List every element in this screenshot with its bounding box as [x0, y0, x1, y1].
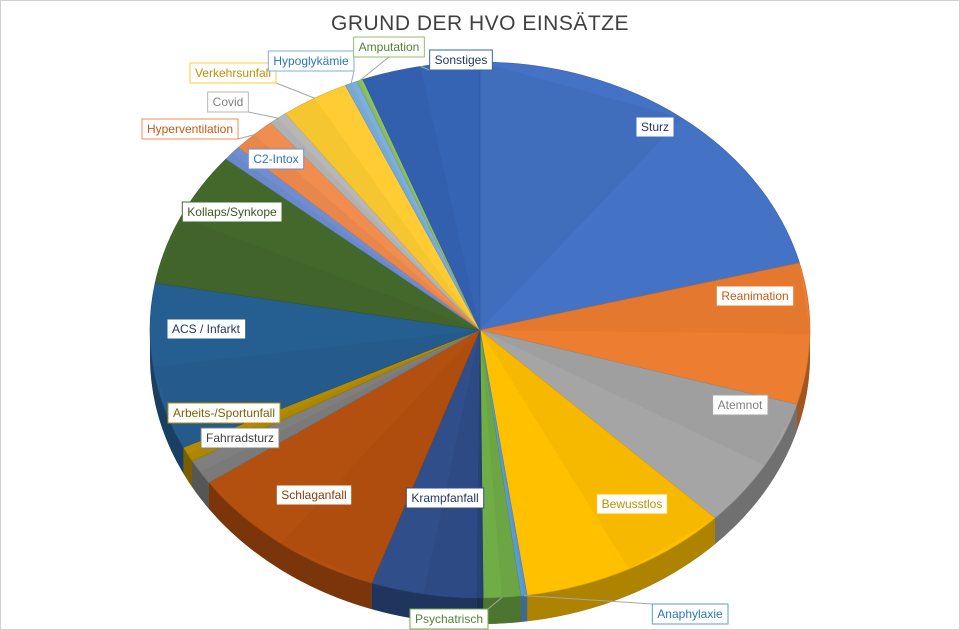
pie-facet-other	[480, 330, 484, 598]
leader-line-amputation	[359, 56, 390, 81]
pie-side-psychatrisch	[483, 595, 521, 624]
data-label-text-arbeits-sportunfall: Arbeits-/Sportunfall	[173, 406, 275, 420]
pie-side-acs-infarkt	[150, 330, 184, 474]
leader-line-hypoglyk-mie	[350, 70, 355, 84]
pie-slice-bewusstlos[interactable]	[479, 329, 716, 596]
data-label-text-acs-infarkt: ACS / Infarkt	[172, 322, 241, 336]
data-label-text-hyperventilation: Hyperventilation	[147, 122, 233, 136]
pie-facet-amputation	[356, 80, 480, 330]
data-label-text-c2-intox: C2-Intox	[253, 152, 298, 166]
data-label-text-fahrradsturz: Fahrradsturz	[206, 431, 274, 445]
pie-facet-psychatrisch	[480, 330, 521, 598]
pie-facet-covid	[270, 118, 480, 330]
pie-side-anaphylaxie	[520, 595, 528, 622]
pie-facet-kollaps-synkope	[155, 217, 480, 330]
data-label-box-atemnot	[712, 394, 769, 416]
data-label-text-amputation: Amputation	[359, 40, 420, 54]
data-label-text-psychatrisch: Psychatrisch	[415, 612, 483, 626]
data-label-box-hyperventilation	[141, 118, 239, 140]
data-label-atemnot: Atemnot	[712, 394, 769, 416]
pie-facet-hyperventilation	[238, 134, 480, 330]
pie-facet-c2-intox	[225, 153, 480, 330]
leader-line-sonstiges	[420, 65, 430, 71]
data-label-kollaps-synkope: Kollaps/Synkope	[181, 201, 283, 223]
leader-line-covid	[248, 111, 279, 119]
data-label-verkehrsunfall: Verkehrsunfall	[189, 62, 315, 99]
data-label-box-reanimation	[715, 285, 795, 307]
data-label-box-covid	[207, 91, 249, 113]
pie-facet-schlaganfall	[280, 330, 480, 584]
data-label-hypoglyk-mie: Hypoglykämie	[267, 50, 355, 84]
data-label-anaphylaxie: Anaphylaxie	[523, 595, 729, 625]
data-label-box-c2-intox	[247, 148, 305, 170]
leader-line-anaphylaxie	[523, 595, 653, 605]
data-label-box-sturz	[635, 116, 675, 138]
pie-side-atemnot	[715, 404, 797, 545]
data-label-text-verkehrsunfall: Verkehrsunfall	[195, 66, 271, 80]
pie-side-fahrradsturz	[192, 461, 209, 509]
data-label-covid: Covid	[207, 91, 279, 119]
data-label-text-hypoglyk-mie: Hypoglykämie	[273, 54, 349, 68]
data-label-box-acs-infarkt	[166, 318, 247, 340]
data-label-box-anaphylaxie	[651, 603, 729, 625]
data-label-text-atemnot: Atemnot	[718, 398, 763, 412]
data-label-text-bewusstlos: Bewusstlos	[602, 497, 663, 511]
data-label-text-sturz: Sturz	[641, 120, 669, 134]
leader-line-psychatrisch	[487, 597, 503, 610]
data-label-box-sonstiges	[429, 49, 493, 71]
data-label-text-reanimation: Reanimation	[721, 289, 788, 303]
pie-side-arbeits-sportunfall	[183, 447, 193, 488]
data-label-bewusstlos: Bewusstlos	[596, 493, 668, 515]
pie-side-schlaganfall	[208, 482, 372, 610]
pie-facet-verkehrsunfall	[285, 98, 480, 330]
data-label-arbeits-sportunfall: Arbeits-/Sportunfall	[167, 402, 281, 424]
pie-facet-sonstiges	[362, 66, 480, 330]
data-label-c2-intox: C2-Intox	[247, 148, 305, 170]
pie-facet-anaphylaxie	[480, 330, 528, 596]
pie-facet-sturz	[480, 62, 683, 330]
data-label-schlaganfall: Schlaganfall	[275, 484, 353, 506]
pie-side-reanimation	[796, 330, 810, 431]
data-label-box-bewusstlos	[596, 493, 668, 515]
data-label-psychatrisch: Psychatrisch	[409, 597, 503, 630]
data-label-box-schlaganfall	[275, 484, 353, 506]
leader-line-verkehrsunfall	[275, 82, 315, 99]
data-label-reanimation: Reanimation	[715, 285, 795, 307]
data-label-text-covid: Covid	[213, 95, 244, 109]
data-label-box-amputation	[353, 36, 425, 58]
data-label-box-arbeits-sportunfall	[167, 402, 281, 424]
chart-title: GRUND DER HVO EINSÄTZE	[330, 12, 630, 35]
pie-slice-schlaganfall[interactable]	[208, 329, 481, 584]
data-label-text-krampfanfall: Krampfanfall	[411, 491, 478, 505]
data-label-fahrradsturz: Fahrradsturz	[200, 427, 280, 449]
data-label-text-anaphylaxie: Anaphylaxie	[657, 607, 723, 621]
data-label-text-sonstiges: Sonstiges	[435, 53, 488, 67]
pie-facet-atemnot	[480, 330, 797, 466]
data-label-box-kollaps-synkope	[181, 201, 283, 223]
pie-slice-sturz[interactable]	[479, 61, 800, 331]
leader-line-hyperventilation	[237, 134, 255, 140]
data-label-hyperventilation: Hyperventilation	[141, 118, 255, 140]
data-label-box-psychatrisch	[409, 608, 489, 630]
data-label-box-krampfanfall	[405, 487, 485, 509]
pie-facet-krampfanfall	[423, 330, 480, 598]
data-label-amputation: Amputation	[353, 36, 425, 81]
data-label-text-schlaganfall: Schlaganfall	[281, 488, 346, 502]
data-label-box-hypoglyk-mie	[267, 50, 355, 72]
data-label-box-fahrradsturz	[200, 427, 280, 449]
pie-facet-reanimation	[480, 262, 810, 334]
data-label-text-kollaps-synkope: Kollaps/Synkope	[187, 205, 277, 219]
data-label-sturz: Sturz	[635, 116, 675, 138]
data-label-krampfanfall: Krampfanfall	[405, 487, 485, 509]
data-label-sonstiges: Sonstiges	[420, 49, 493, 71]
data-label-acs-infarkt: ACS / Infarkt	[166, 318, 247, 340]
pie-side-bewusstlos	[527, 518, 716, 622]
data-label-box-verkehrsunfall	[189, 62, 277, 84]
pie-slice-atemnot[interactable]	[479, 329, 798, 519]
pie-facet-hypoglyk-mie	[345, 83, 480, 330]
